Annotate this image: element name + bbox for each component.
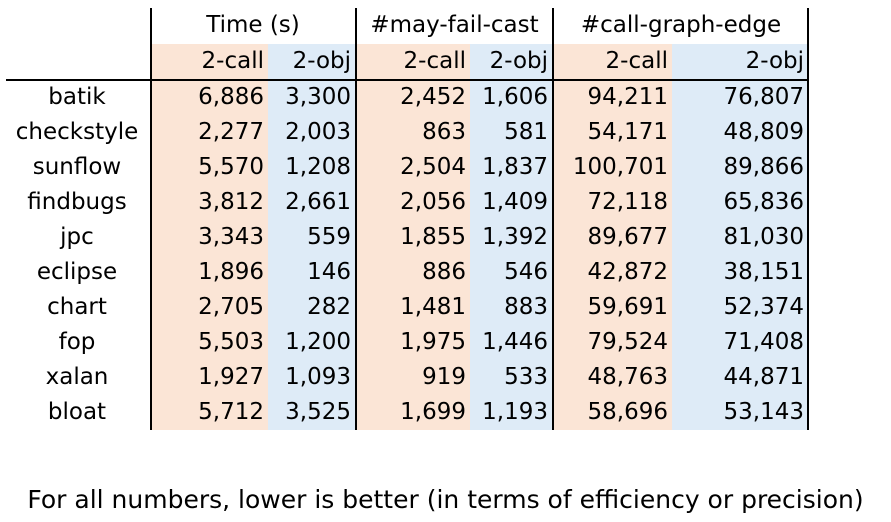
- group-header: Time (s): [206, 12, 300, 38]
- table-cell: 1,837: [482, 154, 548, 180]
- table-cell: 1,193: [482, 399, 548, 425]
- table-cell: 6,886: [198, 84, 264, 110]
- table-cell: 1,200: [285, 329, 351, 355]
- table-cell: 48,763: [587, 364, 668, 390]
- table-cell: 89,677: [587, 224, 668, 250]
- table-cell: 52,374: [723, 294, 804, 320]
- table-cell: 1,699: [400, 399, 466, 425]
- table-cell: 5,712: [198, 399, 264, 425]
- table-cell: 3,343: [198, 224, 264, 250]
- column-rule: [150, 8, 152, 430]
- table-cell: 2,056: [400, 189, 466, 215]
- table-cell: 886: [422, 259, 466, 285]
- table-cell: 581: [504, 119, 548, 145]
- table-cell: 79,524: [587, 329, 668, 355]
- row-label: eclipse: [36, 259, 118, 285]
- row-label: batik: [48, 84, 106, 110]
- column-header: 2-call: [605, 48, 668, 74]
- table-cell: 1,975: [400, 329, 466, 355]
- table-cell: 59,691: [587, 294, 668, 320]
- table-cell: 1,927: [198, 364, 264, 390]
- row-label: jpc: [60, 224, 94, 250]
- table-cell: 100,701: [572, 154, 668, 180]
- table-cell: 2,003: [285, 119, 351, 145]
- row-label: xalan: [45, 364, 109, 390]
- table-cell: 48,809: [723, 119, 804, 145]
- table-cell: 1,409: [482, 189, 548, 215]
- table-cell: 2,504: [400, 154, 466, 180]
- column-shade: [151, 44, 268, 430]
- table-cell: 76,807: [723, 84, 804, 110]
- table-cell: 1,606: [482, 84, 548, 110]
- column-rule: [552, 8, 554, 430]
- table-cell: 58,696: [587, 399, 668, 425]
- row-label: checkstyle: [15, 119, 139, 145]
- table-cell: 5,570: [198, 154, 264, 180]
- table-cell: 53,143: [723, 399, 804, 425]
- row-label: chart: [47, 294, 107, 320]
- table-cell: 1,855: [400, 224, 466, 250]
- table-cell: 282: [307, 294, 351, 320]
- table-cell: 71,408: [723, 329, 804, 355]
- table-cell: 3,300: [285, 84, 351, 110]
- table-cell: 2,661: [285, 189, 351, 215]
- table-cell: 81,030: [723, 224, 804, 250]
- row-label: bloat: [47, 399, 107, 425]
- header-rule: [6, 79, 809, 81]
- table-cell: 3,525: [285, 399, 351, 425]
- column-shade: [357, 44, 470, 430]
- column-shade: [268, 44, 355, 430]
- column-rule: [807, 8, 809, 430]
- table-cell: 546: [504, 259, 548, 285]
- table-cell: 863: [422, 119, 466, 145]
- table-cell: 42,872: [587, 259, 668, 285]
- table-cell: 2,452: [400, 84, 466, 110]
- table-cell: 2,705: [198, 294, 264, 320]
- table-cell: 1,093: [285, 364, 351, 390]
- group-header: #may-fail-cast: [370, 12, 539, 38]
- table-cell: 919: [422, 364, 466, 390]
- group-header: #call-graph-edge: [580, 12, 782, 38]
- table-cell: 38,151: [723, 259, 804, 285]
- table-cell: 44,871: [723, 364, 804, 390]
- table-cell: 94,211: [587, 84, 668, 110]
- table-cell: 559: [307, 224, 351, 250]
- table-cell: 1,896: [198, 259, 264, 285]
- column-header: 2-obj: [745, 48, 804, 74]
- table-cell: 89,866: [723, 154, 804, 180]
- table-cell: 5,503: [198, 329, 264, 355]
- column-shade: [554, 44, 672, 430]
- column-rule: [355, 8, 357, 430]
- table-cell: 1,392: [482, 224, 548, 250]
- table-cell: 1,208: [285, 154, 351, 180]
- table-cell: 533: [504, 364, 548, 390]
- table-cell: 2,277: [198, 119, 264, 145]
- table-cell: 1,446: [482, 329, 548, 355]
- column-header: 2-obj: [489, 48, 548, 74]
- table-cell: 146: [307, 259, 351, 285]
- column-header: 2-call: [403, 48, 466, 74]
- column-header: 2-obj: [292, 48, 351, 74]
- row-label: findbugs: [27, 189, 127, 215]
- row-label: sunflow: [32, 154, 122, 180]
- column-shade: [470, 44, 552, 430]
- table-cell: 54,171: [587, 119, 668, 145]
- table-cell: 3,812: [198, 189, 264, 215]
- row-label: fop: [58, 329, 96, 355]
- table-cell: 1,481: [400, 294, 466, 320]
- table-cell: 72,118: [587, 189, 668, 215]
- table-cell: 883: [504, 294, 548, 320]
- footnote: For all numbers, lower is better (in ter…: [27, 485, 864, 514]
- column-header: 2-call: [201, 48, 264, 74]
- table-cell: 65,836: [723, 189, 804, 215]
- column-shade: [672, 44, 808, 430]
